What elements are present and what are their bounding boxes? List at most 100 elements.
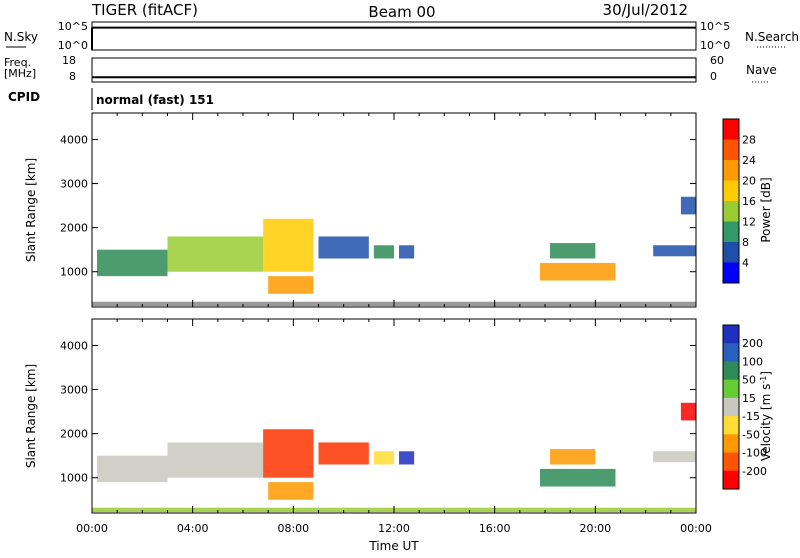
station-title: TIGER (fitACF) (91, 1, 198, 19)
power-ytick-label: 4000 (60, 133, 88, 146)
velocity-echo-region (97, 455, 168, 483)
power-echo-region (318, 236, 369, 259)
velocity-colorbar-label: Velocity [m s-1] (759, 371, 773, 461)
power-echo-region (268, 276, 314, 294)
power-colorbar-segment (723, 180, 739, 202)
nsearch-tick-top: 10^5 (700, 20, 730, 33)
velocity-colorbar-tick: 100 (742, 355, 763, 368)
velocity-echo-region (268, 482, 314, 500)
power-colorbar-segment (723, 201, 739, 222)
velocity-echo-region (373, 451, 394, 465)
time-tick-label: 20:00 (579, 522, 611, 535)
freq-label-line1: Freq. (4, 56, 31, 69)
power-echo-region (653, 245, 696, 257)
velocity-echo-region (653, 451, 696, 463)
velocity-echo-region (263, 429, 314, 478)
velocity-colorbar-label-sup: -1 (759, 376, 768, 384)
velocity-colorbar-tick: 200 (742, 337, 763, 350)
velocity-colorbar-label-end: ] (759, 371, 773, 376)
time-tick-label: 00:00 (680, 522, 712, 535)
freq-tick-bottom: 8 (69, 70, 76, 83)
nsearch-label: N.Search (745, 30, 799, 44)
time-tick-label: 12:00 (378, 522, 410, 535)
power-colorbar-tick: 20 (742, 175, 756, 188)
velocity-colorbar-segment (723, 470, 739, 490)
nsky-series (91, 26, 696, 50)
power-colorbar-tick: 24 (742, 154, 756, 167)
velocity-colorbar: 200 100 50 15 -15 -50 -100 -200 (722, 324, 767, 490)
nave-tick-top: 60 (710, 54, 724, 67)
velocity-colorbar-frame (722, 324, 740, 490)
power-colorbar-label: Power [dB] (759, 177, 773, 242)
power-echo-region (399, 245, 415, 259)
velocity-xticks (91, 319, 697, 513)
time-axis-labels: 00:00 04:00 08:00 12:00 16:00 20:00 00:00 (76, 522, 712, 535)
power-colorbar-segment (723, 262, 739, 284)
velocity-echo-region (550, 449, 596, 465)
velocity-ytick-label: 4000 (60, 339, 88, 352)
nave-label: Nave (746, 63, 777, 77)
cpid-label: CPID (8, 90, 40, 104)
nsky-panel-frame (91, 21, 697, 51)
freq-tick-top: 18 (62, 54, 76, 67)
time-tick-label: 08:00 (277, 522, 309, 535)
velocity-echo-region (318, 442, 369, 465)
nsky-tick-bottom: 10^0 (58, 39, 88, 52)
power-ytick-label: 1000 (60, 266, 88, 279)
velocity-colorbar-segment (723, 343, 739, 362)
velocity-colorbar-segment (723, 452, 739, 472)
velocity-colorbar-tick: 15 (742, 392, 756, 405)
cpid-text: normal (fast) 151 (96, 93, 214, 107)
velocity-ytick-label: 1000 (60, 472, 88, 485)
velocity-echo-region (680, 402, 696, 421)
power-colorbar-segment (723, 160, 739, 181)
velocity-yticks: 4000 3000 2000 1000 (60, 339, 696, 485)
power-xticks (91, 113, 697, 307)
velocity-colorbar-tick: -15 (742, 410, 760, 423)
velocity-colorbar-segment (723, 325, 739, 344)
nsearch-tick-bottom: 10^0 (700, 39, 730, 52)
velocity-colorbar-tick: 50 (742, 374, 756, 387)
power-colorbar-segment (723, 139, 739, 161)
velocity-colorbar-segment (723, 416, 739, 435)
power-colorbar-tick: 12 (742, 216, 756, 229)
time-tick-label: 04:00 (177, 522, 209, 535)
nsky-label: N.Sky (4, 30, 38, 44)
velocity-colorbar-segment (723, 361, 739, 381)
power-colorbar-tick: 16 (742, 195, 756, 208)
power-echo-region (97, 249, 168, 277)
power-colorbar-tick: 4 (742, 257, 749, 270)
nsky-tick-top: 10^5 (58, 20, 88, 33)
velocity-colorbar-tick: -50 (742, 428, 760, 441)
power-colorbar-segment (723, 221, 739, 243)
power-colorbar-tick: 28 (742, 134, 756, 147)
freq-label-line2: [MHz] (4, 67, 36, 80)
time-tick-label: 00:00 (76, 522, 108, 535)
power-echo-region (550, 243, 596, 259)
power-echo-region (167, 236, 264, 272)
time-tick-label: 16:00 (479, 522, 511, 535)
power-colorbar-tick: 8 (742, 236, 749, 249)
velocity-echo-region (399, 451, 415, 465)
power-ylabel: Slant Range [km] (24, 158, 38, 262)
power-echo-region (539, 262, 616, 281)
velocity-colorbar-label-main: Velocity [m s (759, 384, 773, 461)
power-colorbar-segment (723, 119, 739, 140)
freq-panel-frame (91, 57, 697, 83)
time-axis-title: Time UT (368, 539, 419, 553)
velocity-ytick-label: 2000 (60, 428, 88, 441)
velocity-echo-region (167, 442, 264, 478)
power-colorbar-segment (723, 242, 739, 263)
velocity-ytick-label: 3000 (60, 384, 88, 397)
power-ytick-label: 3000 (60, 178, 88, 191)
power-ytick-label: 2000 (60, 222, 88, 235)
date-title: 30/Jul/2012 (603, 1, 688, 19)
power-echo-region (680, 196, 696, 215)
velocity-colorbar-tick: -200 (742, 465, 767, 478)
velocity-echo-region (539, 468, 616, 487)
power-echo-region (263, 218, 314, 272)
power-echo-region (373, 245, 394, 259)
velocity-ylabel: Slant Range [km] (24, 364, 38, 468)
power-colorbar-frame (722, 118, 740, 284)
